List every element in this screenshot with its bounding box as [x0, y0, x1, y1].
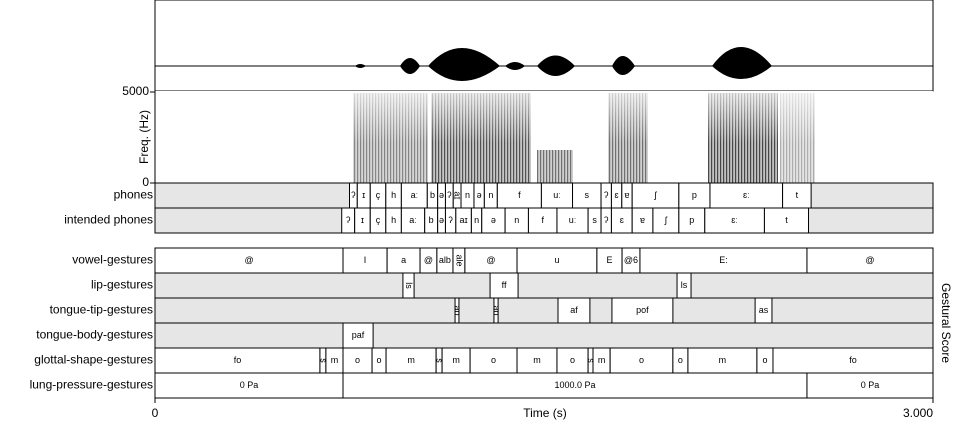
tier-name: lung-pressure-gestures: [30, 378, 153, 392]
interval-label: ɪ: [362, 190, 365, 200]
tier-name: intended phones: [64, 213, 153, 227]
interval-label: ç: [376, 215, 381, 225]
freq-axis-label: Freq. (Hz): [137, 110, 151, 164]
interval-label: ʔ: [351, 190, 356, 200]
interval-label: ʔ: [448, 215, 453, 225]
interval-label: o: [491, 355, 496, 365]
interval-label: af: [570, 305, 578, 315]
interval-label: ç: [376, 190, 381, 200]
interval-label: o: [678, 355, 683, 365]
interval-label: p: [692, 190, 697, 200]
interval-label: o: [570, 355, 575, 365]
tier-name: lip-gestures: [91, 278, 153, 292]
tier-name: glottal-shape-gestures: [34, 353, 153, 367]
interval-label: ɛ: [620, 215, 624, 225]
interval-label: 1000.0 Pa: [554, 380, 595, 390]
interval-label: n: [514, 215, 519, 225]
interval-label: o: [762, 355, 767, 365]
interval-label: ʔ: [604, 190, 609, 200]
tier-name: tongue-body-gestures: [36, 328, 153, 342]
interval-label: ff: [502, 280, 507, 290]
interval-label: b: [430, 190, 435, 200]
tier-background: [155, 323, 933, 348]
interval-label: aɪ: [459, 215, 467, 225]
interval-label: ʔ: [346, 215, 351, 225]
interval-label: ɐ: [640, 215, 645, 225]
y-tick-label: 5000: [122, 84, 149, 98]
x-tick-label: 0: [152, 406, 159, 420]
interval-label: s: [585, 190, 590, 200]
interval-label: ao: [453, 305, 463, 315]
interval-label: E: [606, 255, 612, 265]
interval-label: ə: [439, 215, 444, 225]
interval-label: h: [391, 215, 396, 225]
interval-label: @: [424, 255, 433, 265]
interval-label: m: [719, 355, 727, 365]
interval-label: ɛ: [615, 190, 619, 200]
x-axis-label: Time (s): [523, 406, 567, 420]
interval-label: ɐ: [624, 190, 629, 200]
interval-label: o: [355, 355, 360, 365]
interval-label: u: [554, 255, 559, 265]
interval-label: m: [533, 355, 541, 365]
interval-label: ls: [404, 282, 414, 289]
interval-label: @: [244, 255, 253, 265]
interval-label: ɛː: [743, 190, 750, 200]
interval-label: o: [639, 355, 644, 365]
interval-label: n: [465, 190, 470, 200]
interval-label: @: [486, 255, 495, 265]
interval-label: @6: [624, 255, 638, 265]
interval-label: ls: [681, 280, 688, 290]
interval-label: ao: [492, 305, 502, 315]
waveform: [155, 0, 933, 91]
gestural-score-view: Freq. (Hz) Gestural Score Time (s) 0 5000…: [0, 0, 955, 428]
tier-name: vowel-gestures: [72, 253, 153, 267]
interval-label: s: [592, 215, 597, 225]
interval-label: o: [377, 355, 382, 365]
interval-label: 0 Pa: [240, 380, 259, 390]
interval-label: fo: [234, 355, 242, 365]
gestural-score-label: Gestural Score: [939, 283, 953, 363]
interval-label: n: [474, 215, 479, 225]
interval-label: 0 Pa: [861, 380, 880, 390]
interval-label: a: [401, 255, 406, 265]
interval-label: uː: [553, 190, 561, 200]
interval-label: m: [452, 355, 460, 365]
interval-label: n: [488, 190, 493, 200]
tier-background: [155, 298, 933, 323]
interval-label: m: [331, 355, 339, 365]
interval-label: alb: [439, 255, 451, 265]
interval-label: ɛː: [731, 215, 738, 225]
tier-name: tongue-tip-gestures: [50, 303, 153, 317]
tier-name: phones: [114, 188, 153, 202]
interval-label: ə: [477, 190, 482, 200]
interval-label: aː: [409, 215, 417, 225]
interval-label: I: [364, 255, 367, 265]
interval-label: b: [429, 215, 434, 225]
interval-label: ʔ: [604, 215, 609, 225]
interval-label: pof: [636, 305, 649, 315]
interval-label: ə: [439, 190, 444, 200]
x-tick-label: 3.000: [903, 406, 933, 420]
interval-label: ɪ: [361, 215, 364, 225]
interval-label: ale: [455, 254, 465, 266]
interval-label: m: [407, 355, 415, 365]
interval-label: h: [391, 190, 396, 200]
interval-label: aː: [411, 190, 419, 200]
interval-label: fo: [849, 355, 857, 365]
tier-background: [155, 273, 933, 298]
interval-label: paf: [352, 330, 365, 340]
interval-label: m: [598, 355, 606, 365]
interval-label: ə: [491, 215, 496, 225]
spectrogram: [155, 91, 933, 183]
interval-label: as: [759, 305, 769, 315]
interval-label: @: [865, 255, 874, 265]
interval-label: uː: [569, 215, 577, 225]
interval-label: ʔ: [447, 190, 452, 200]
interval-label: E:: [719, 255, 728, 265]
interval-label: p: [689, 215, 694, 225]
